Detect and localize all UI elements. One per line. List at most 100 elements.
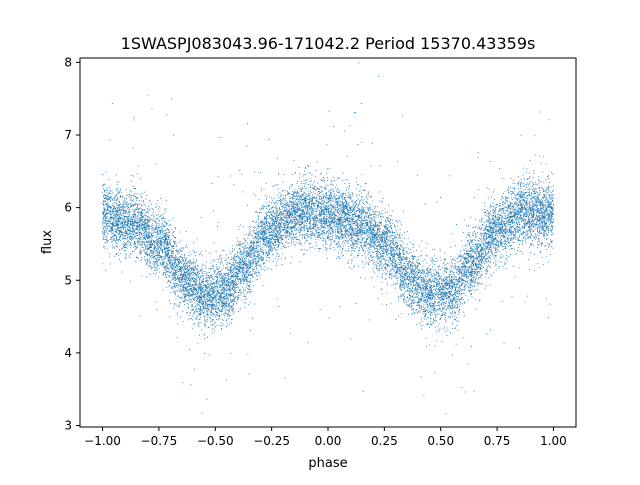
scatter-point	[295, 209, 297, 210]
scatter-point	[217, 276, 218, 278]
scatter-point	[124, 222, 125, 224]
scatter-point	[163, 230, 165, 232]
scatter-point	[103, 211, 105, 213]
scatter-point	[332, 235, 334, 236]
scatter-point	[550, 206, 552, 208]
scatter-point	[552, 200, 554, 202]
scatter-point	[382, 233, 384, 235]
scatter-point	[477, 265, 479, 267]
scatter-point	[293, 205, 295, 207]
scatter-point	[509, 213, 511, 214]
scatter-point	[239, 294, 241, 296]
scatter-point	[108, 213, 110, 214]
scatter-point	[534, 218, 535, 220]
scatter-point	[364, 229, 365, 231]
scatter-point	[271, 241, 273, 243]
scatter-point	[120, 261, 121, 263]
scatter-point	[357, 238, 359, 240]
scatter-point	[363, 210, 365, 212]
scatter-point	[301, 218, 302, 220]
scatter-point	[250, 264, 252, 266]
scatter-point	[374, 213, 376, 214]
scatter-point	[402, 234, 404, 236]
scatter-point	[236, 303, 238, 305]
scatter-point	[110, 220, 112, 222]
scatter-point	[343, 245, 345, 247]
scatter-point	[217, 271, 219, 273]
scatter-point	[551, 240, 553, 241]
scatter-point	[246, 279, 247, 280]
scatter-point	[170, 255, 172, 257]
scatter-point	[168, 243, 170, 245]
scatter-point	[540, 233, 542, 234]
scatter-point	[434, 288, 436, 290]
scatter-point	[386, 228, 388, 229]
scatter-point	[375, 256, 377, 258]
scatter-point	[424, 310, 426, 312]
scatter-point	[442, 309, 443, 311]
scatter-point	[268, 217, 270, 218]
scatter-point	[235, 267, 237, 268]
scatter-point	[318, 222, 320, 224]
scatter-point	[144, 214, 146, 216]
scatter-point	[232, 275, 234, 277]
scatter-point	[167, 239, 169, 240]
scatter-point	[485, 254, 487, 256]
scatter-point	[155, 237, 157, 238]
scatter-point	[426, 296, 428, 298]
scatter-point	[274, 227, 276, 229]
scatter-point	[129, 225, 130, 226]
scatter-point	[137, 240, 139, 242]
scatter-point	[133, 222, 135, 224]
scatter-point	[370, 221, 371, 223]
scatter-point	[389, 234, 391, 236]
scatter-point	[314, 216, 316, 217]
scatter-point	[304, 192, 306, 194]
scatter-point	[192, 265, 194, 267]
scatter-point	[544, 196, 546, 198]
scatter-point	[473, 259, 474, 260]
scatter-point	[458, 287, 460, 289]
scatter-point	[329, 224, 331, 226]
scatter-point	[226, 260, 227, 262]
scatter-point	[431, 287, 433, 288]
scatter-point	[384, 236, 386, 238]
scatter-point	[134, 222, 135, 224]
scatter-point	[381, 224, 383, 226]
scatter-point	[125, 220, 127, 222]
scatter-point	[367, 219, 369, 221]
scatter-point	[399, 269, 401, 271]
scatter-point	[175, 249, 177, 251]
scatter-point	[470, 279, 472, 281]
scatter-point	[405, 259, 407, 261]
scatter-point	[356, 235, 358, 236]
scatter-point	[144, 253, 146, 255]
scatter-point	[257, 215, 259, 217]
scatter-point	[520, 203, 522, 204]
scatter-point	[354, 265, 355, 267]
scatter-point	[447, 296, 449, 298]
scatter-point	[340, 232, 342, 233]
scatter-point	[112, 246, 114, 248]
scatter-point	[195, 260, 197, 262]
scatter-point	[327, 202, 329, 203]
scatter-point	[130, 198, 132, 200]
scatter-point	[300, 180, 302, 182]
scatter-point	[330, 235, 332, 237]
scatter-point	[450, 270, 452, 271]
scatter-point	[290, 227, 291, 228]
scatter-point	[459, 299, 460, 300]
scatter-point	[271, 249, 273, 251]
scatter-point	[508, 232, 509, 233]
scatter-point	[371, 246, 372, 248]
scatter-point	[311, 202, 313, 204]
scatter-point	[486, 271, 488, 273]
scatter-point	[389, 243, 391, 244]
scatter-point	[266, 218, 267, 220]
scatter-point	[299, 207, 301, 209]
scatter-point	[340, 220, 342, 222]
scatter-point	[121, 233, 123, 235]
scatter-point	[531, 221, 533, 222]
scatter-point	[271, 207, 273, 208]
scatter-point	[126, 224, 127, 225]
